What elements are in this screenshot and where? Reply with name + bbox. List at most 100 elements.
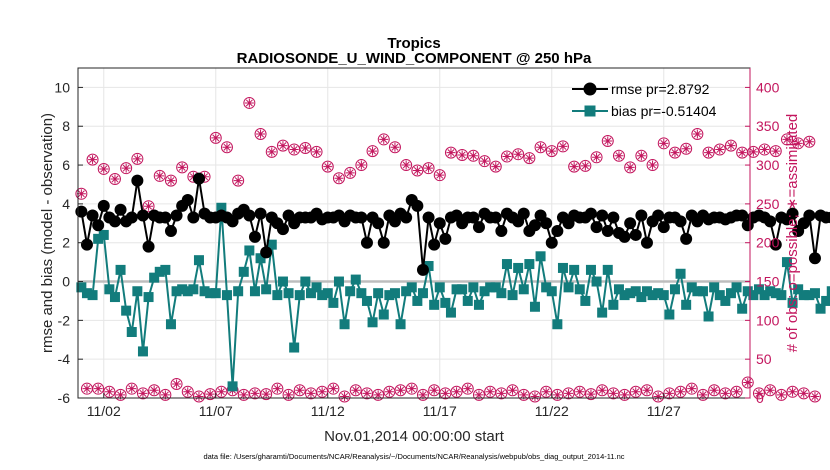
y-tick-label: 0 bbox=[62, 274, 70, 290]
obs-possible-marker bbox=[674, 385, 687, 398]
obs-assimilated-marker bbox=[244, 98, 254, 108]
obs-assimilated-marker bbox=[429, 385, 439, 395]
obs-assimilated-marker bbox=[771, 146, 781, 156]
rmse-point bbox=[377, 236, 390, 249]
obs-possible-marker bbox=[540, 385, 553, 398]
obs-assimilated-marker bbox=[720, 388, 730, 398]
obs-assimilated-marker bbox=[636, 151, 646, 161]
obs-assimilated-marker bbox=[138, 388, 148, 398]
obs-assimilated-marker bbox=[306, 388, 316, 398]
obs-assimilated-marker bbox=[183, 387, 193, 397]
bias-point bbox=[143, 292, 154, 303]
rmse-point bbox=[243, 209, 256, 222]
obs-possible-marker bbox=[556, 140, 569, 153]
obs-assimilated-marker bbox=[558, 141, 568, 151]
x-tick-label: 11/07 bbox=[199, 403, 233, 419]
bias-point bbox=[277, 276, 288, 287]
legend: rmse pr=2.8792 bias pr=-0.51404 bbox=[572, 81, 717, 119]
bias-point bbox=[462, 295, 473, 306]
bias-point bbox=[759, 290, 770, 301]
obs-assimilated-marker bbox=[737, 148, 747, 158]
obs-possible-marker bbox=[265, 145, 278, 158]
rmse-point bbox=[528, 219, 541, 232]
rmse-point bbox=[540, 217, 553, 230]
obs-possible-marker bbox=[321, 160, 334, 173]
y-tick-label: 6 bbox=[62, 157, 70, 173]
obs-assimilated-marker bbox=[748, 147, 758, 157]
bias-point bbox=[793, 284, 804, 295]
obs-possible-marker bbox=[164, 174, 177, 187]
bias-point bbox=[165, 319, 176, 330]
rmse-point bbox=[108, 215, 121, 228]
bias-point bbox=[557, 262, 568, 273]
rmse-point bbox=[170, 209, 183, 222]
obs-assimilated-marker bbox=[687, 384, 697, 394]
obs-assimilated-marker bbox=[614, 151, 624, 161]
axis-ticks: 11/02 11/07 11/12 11/17 11/22 11/27 -6 -4 -2 0 2 4 6… bbox=[54, 68, 780, 419]
bias-point bbox=[552, 319, 563, 330]
bias-point bbox=[76, 282, 87, 293]
bias-point bbox=[272, 290, 283, 301]
obs-possible-marker bbox=[131, 152, 144, 165]
obs-assimilated-marker bbox=[536, 142, 546, 152]
bias-point bbox=[681, 299, 692, 310]
obs-possible-marker bbox=[713, 143, 726, 156]
bias-point bbox=[664, 309, 675, 320]
obs-assimilated-marker bbox=[530, 391, 540, 401]
rmse-point bbox=[416, 263, 429, 276]
rmse-point bbox=[411, 199, 424, 212]
obs-possible-marker bbox=[276, 139, 289, 152]
bias-point bbox=[266, 239, 277, 250]
obs-possible-marker bbox=[696, 388, 709, 401]
obs-possible-marker bbox=[450, 385, 463, 398]
bias-point bbox=[126, 327, 137, 337]
bias-point bbox=[619, 290, 630, 301]
obs-assimilated-marker bbox=[692, 129, 702, 139]
bias-point bbox=[283, 288, 294, 299]
rmse-point bbox=[736, 209, 749, 222]
bias-point bbox=[804, 290, 815, 301]
obs-possible-marker bbox=[590, 151, 603, 164]
obs-assimilated-marker bbox=[356, 160, 366, 170]
obs-possible-marker bbox=[467, 149, 480, 162]
rmse-point bbox=[136, 209, 149, 222]
bias-point bbox=[417, 288, 428, 299]
obs-assimilated-marker bbox=[116, 390, 126, 400]
obs-possible-marker bbox=[489, 160, 502, 173]
bias-point bbox=[361, 295, 372, 306]
obs-assimilated-marker bbox=[524, 153, 534, 163]
obs-assimilated-marker bbox=[676, 387, 686, 397]
bias-line bbox=[80, 207, 830, 387]
obs-assimilated-marker bbox=[485, 387, 495, 397]
obs-assimilated-marker bbox=[620, 390, 630, 400]
bias-point bbox=[81, 288, 92, 299]
bias-point bbox=[815, 303, 826, 314]
obs-assimilated-marker bbox=[732, 387, 742, 397]
obs-possible-marker bbox=[769, 145, 782, 158]
bias-point bbox=[188, 284, 199, 295]
bias-point bbox=[149, 272, 160, 283]
obs-possible-marker bbox=[702, 146, 715, 159]
bias-point bbox=[541, 282, 552, 293]
obs-assimilated-marker bbox=[284, 390, 294, 400]
obs-assimilated-marker bbox=[390, 142, 400, 152]
bias-point bbox=[373, 288, 384, 299]
obs-possible-marker bbox=[125, 382, 138, 395]
bias-point bbox=[703, 311, 714, 322]
bias-point bbox=[429, 299, 440, 310]
obs-assimilated-marker bbox=[104, 387, 114, 397]
obs-possible-marker bbox=[243, 96, 256, 109]
rmse-point bbox=[142, 240, 155, 253]
bias-point bbox=[300, 276, 311, 287]
rmse-point bbox=[97, 199, 110, 212]
bias-point bbox=[412, 295, 423, 306]
obs-possible-marker bbox=[338, 390, 351, 403]
obs-possible-marker bbox=[495, 387, 508, 400]
rmse-point bbox=[590, 221, 603, 234]
y-tick-label: 10 bbox=[54, 79, 70, 95]
bias-point bbox=[826, 286, 830, 297]
obs-possible-marker bbox=[148, 384, 161, 397]
x-tick-label: 11/02 bbox=[87, 403, 121, 419]
obs-assimilated-marker bbox=[681, 144, 691, 154]
y-tick-label: 8 bbox=[62, 118, 70, 134]
